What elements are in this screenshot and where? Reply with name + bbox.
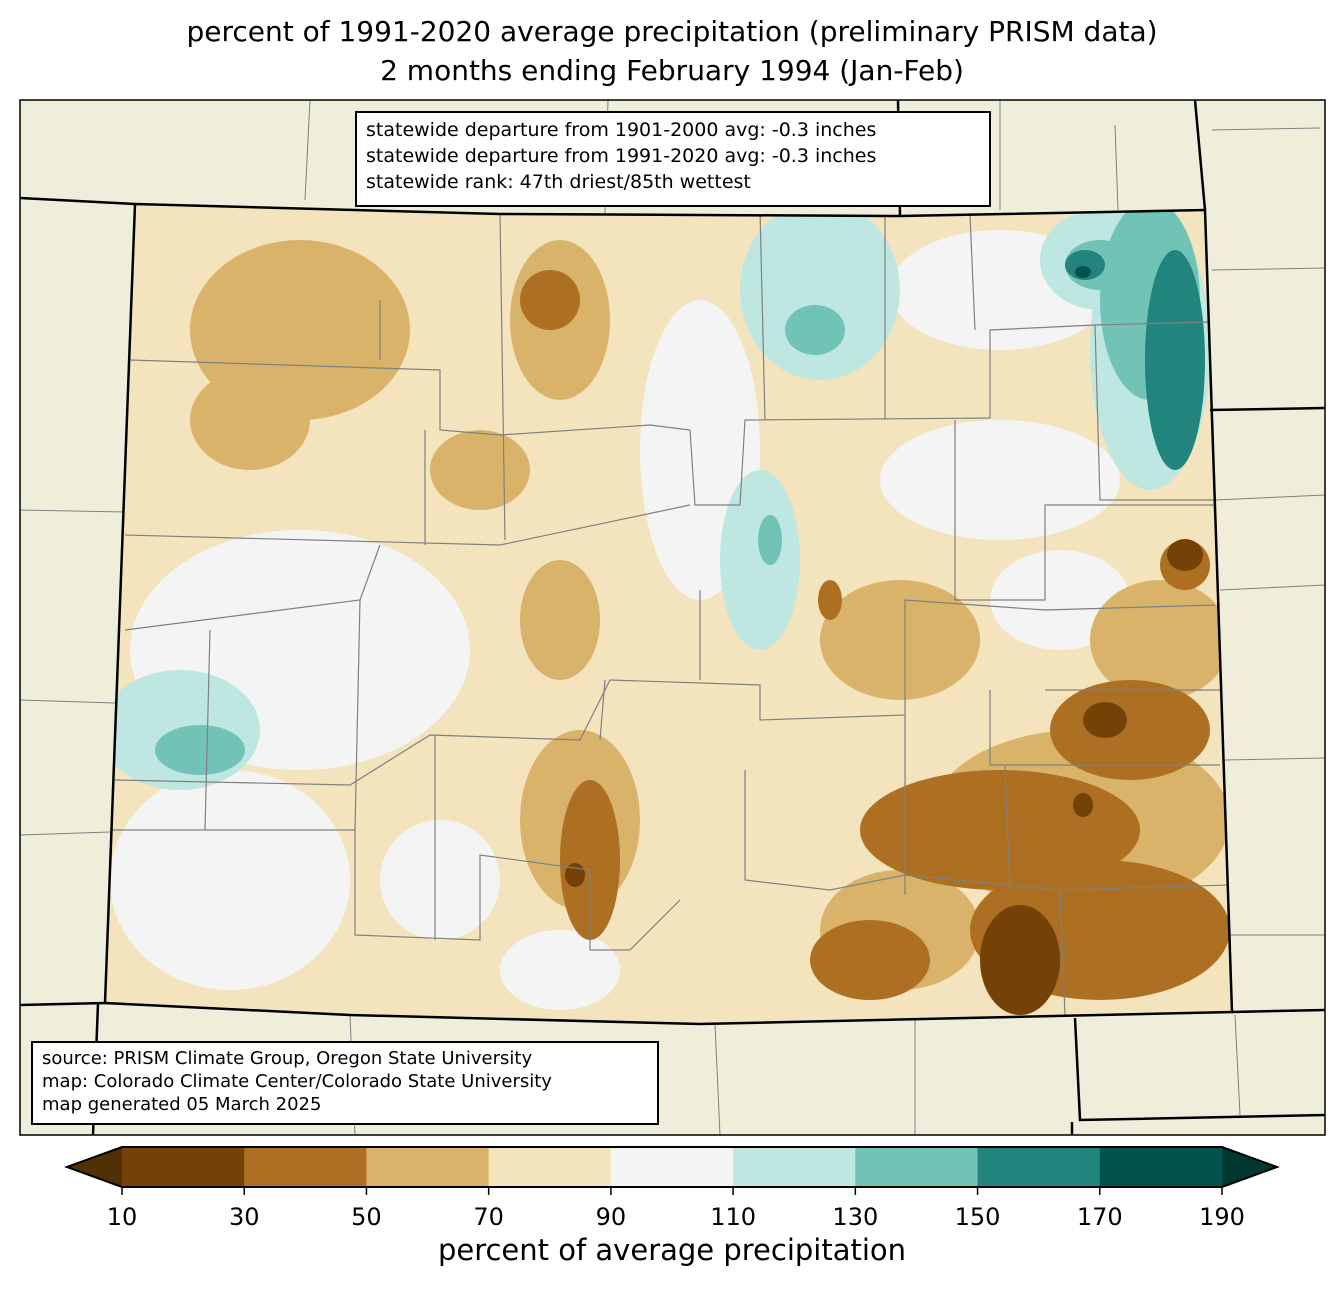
source-box: source: PRISM Climate Group, Oregon Stat…: [31, 1041, 659, 1125]
statewide-stats-box: statewide departure from 1901-2000 avg: …: [355, 111, 991, 207]
county-lines: [110, 209, 1231, 1016]
map-title-line2: 2 months ending February 1994 (Jan-Feb): [380, 54, 964, 87]
precip-region: [430, 430, 530, 510]
colorbar-segment: [977, 1147, 1101, 1187]
precip-region: [860, 770, 1140, 890]
precip-region: [720, 470, 800, 650]
colorbar-tick-label: 70: [473, 1203, 504, 1231]
precip-fill-layer: [105, 204, 1232, 1024]
precip-region: [110, 770, 350, 990]
precip-region: [1083, 702, 1127, 738]
colorbar-segment: [855, 1147, 979, 1187]
colorbar-tick-label: 130: [832, 1203, 879, 1231]
colorbar-segment: [366, 1147, 490, 1187]
colorbar-segment: [488, 1147, 612, 1187]
precip-region: [1073, 793, 1093, 817]
colorbar-tick-label: 50: [351, 1203, 382, 1231]
precip-region: [1145, 250, 1205, 470]
precip-region: [880, 420, 1120, 540]
colorbar-tick-label: 10: [106, 1203, 138, 1231]
source-map-credit: map: Colorado Climate Center/Colorado St…: [42, 1071, 552, 1092]
stats-departure-1991-2020: statewide departure from 1991-2020 avg: …: [366, 145, 877, 167]
precip-region: [1167, 539, 1203, 571]
colorbar-segment: [1099, 1147, 1223, 1187]
precip-region: [980, 905, 1060, 1015]
colorbar-tick-label: 190: [1199, 1203, 1245, 1231]
colorbar-tick-label: 150: [954, 1203, 1001, 1231]
precip-region: [520, 270, 580, 330]
precip-region: [190, 370, 310, 470]
precip-region: [740, 204, 900, 380]
map-frame: [19, 99, 1326, 1136]
precip-region: [155, 725, 245, 775]
colorbar-tick-label: 170: [1076, 1203, 1123, 1231]
colorbar-tick-label: 90: [595, 1203, 627, 1231]
colorbar-segment: [122, 1147, 245, 1187]
colorbar-label: percent of average precipitation: [437, 1233, 907, 1267]
precip-region: [818, 580, 842, 620]
precip-region: [1050, 680, 1210, 780]
stats-departure-1901-2000: statewide departure from 1901-2000 avg: …: [366, 119, 877, 141]
colorbar-segment: [610, 1147, 734, 1187]
precip-region: [810, 920, 930, 1000]
source-generated-date: map generated 05 March 2025: [42, 1094, 322, 1115]
precip-region: [1075, 266, 1091, 278]
precip-region: [560, 780, 620, 940]
colorbar-extend-low: [67, 1147, 122, 1187]
colorbar-tick-label: 110: [710, 1203, 757, 1231]
stats-rank: statewide rank: 47th driest/85th wettest: [366, 171, 751, 193]
colorbar-extend-high: [1222, 1147, 1277, 1187]
colorbar-tick-label: 30: [228, 1203, 260, 1231]
precip-region: [380, 820, 500, 940]
precip-region: [820, 580, 980, 700]
colorbar-segment: [733, 1147, 856, 1187]
precip-region: [1090, 580, 1230, 700]
source-prism: source: PRISM Climate Group, Oregon Stat…: [42, 1048, 533, 1069]
precip-region: [520, 560, 600, 680]
precip-region: [1065, 250, 1105, 280]
precip-region: [785, 305, 845, 355]
colorbar-segment: [244, 1147, 367, 1187]
precip-region: [758, 515, 782, 565]
map-title-line1: percent of 1991-2020 average precipitati…: [186, 15, 1158, 48]
